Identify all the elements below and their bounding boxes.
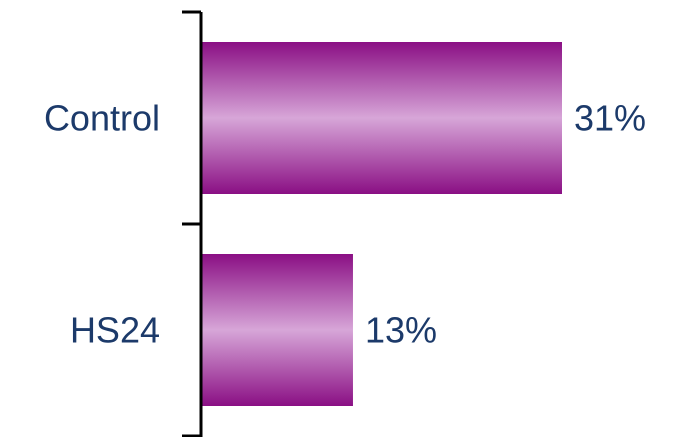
data-label: 13%: [365, 310, 437, 351]
category-label: HS24: [70, 310, 160, 351]
bar-control: [202, 42, 562, 194]
bars-layer: [202, 42, 562, 406]
category-label: Control: [44, 98, 160, 139]
bar-hs24: [202, 254, 353, 406]
data-label: 31%: [574, 98, 646, 139]
y-axis: [182, 10, 203, 438]
labels-layer: Control 31% HS24 13%: [44, 98, 646, 351]
